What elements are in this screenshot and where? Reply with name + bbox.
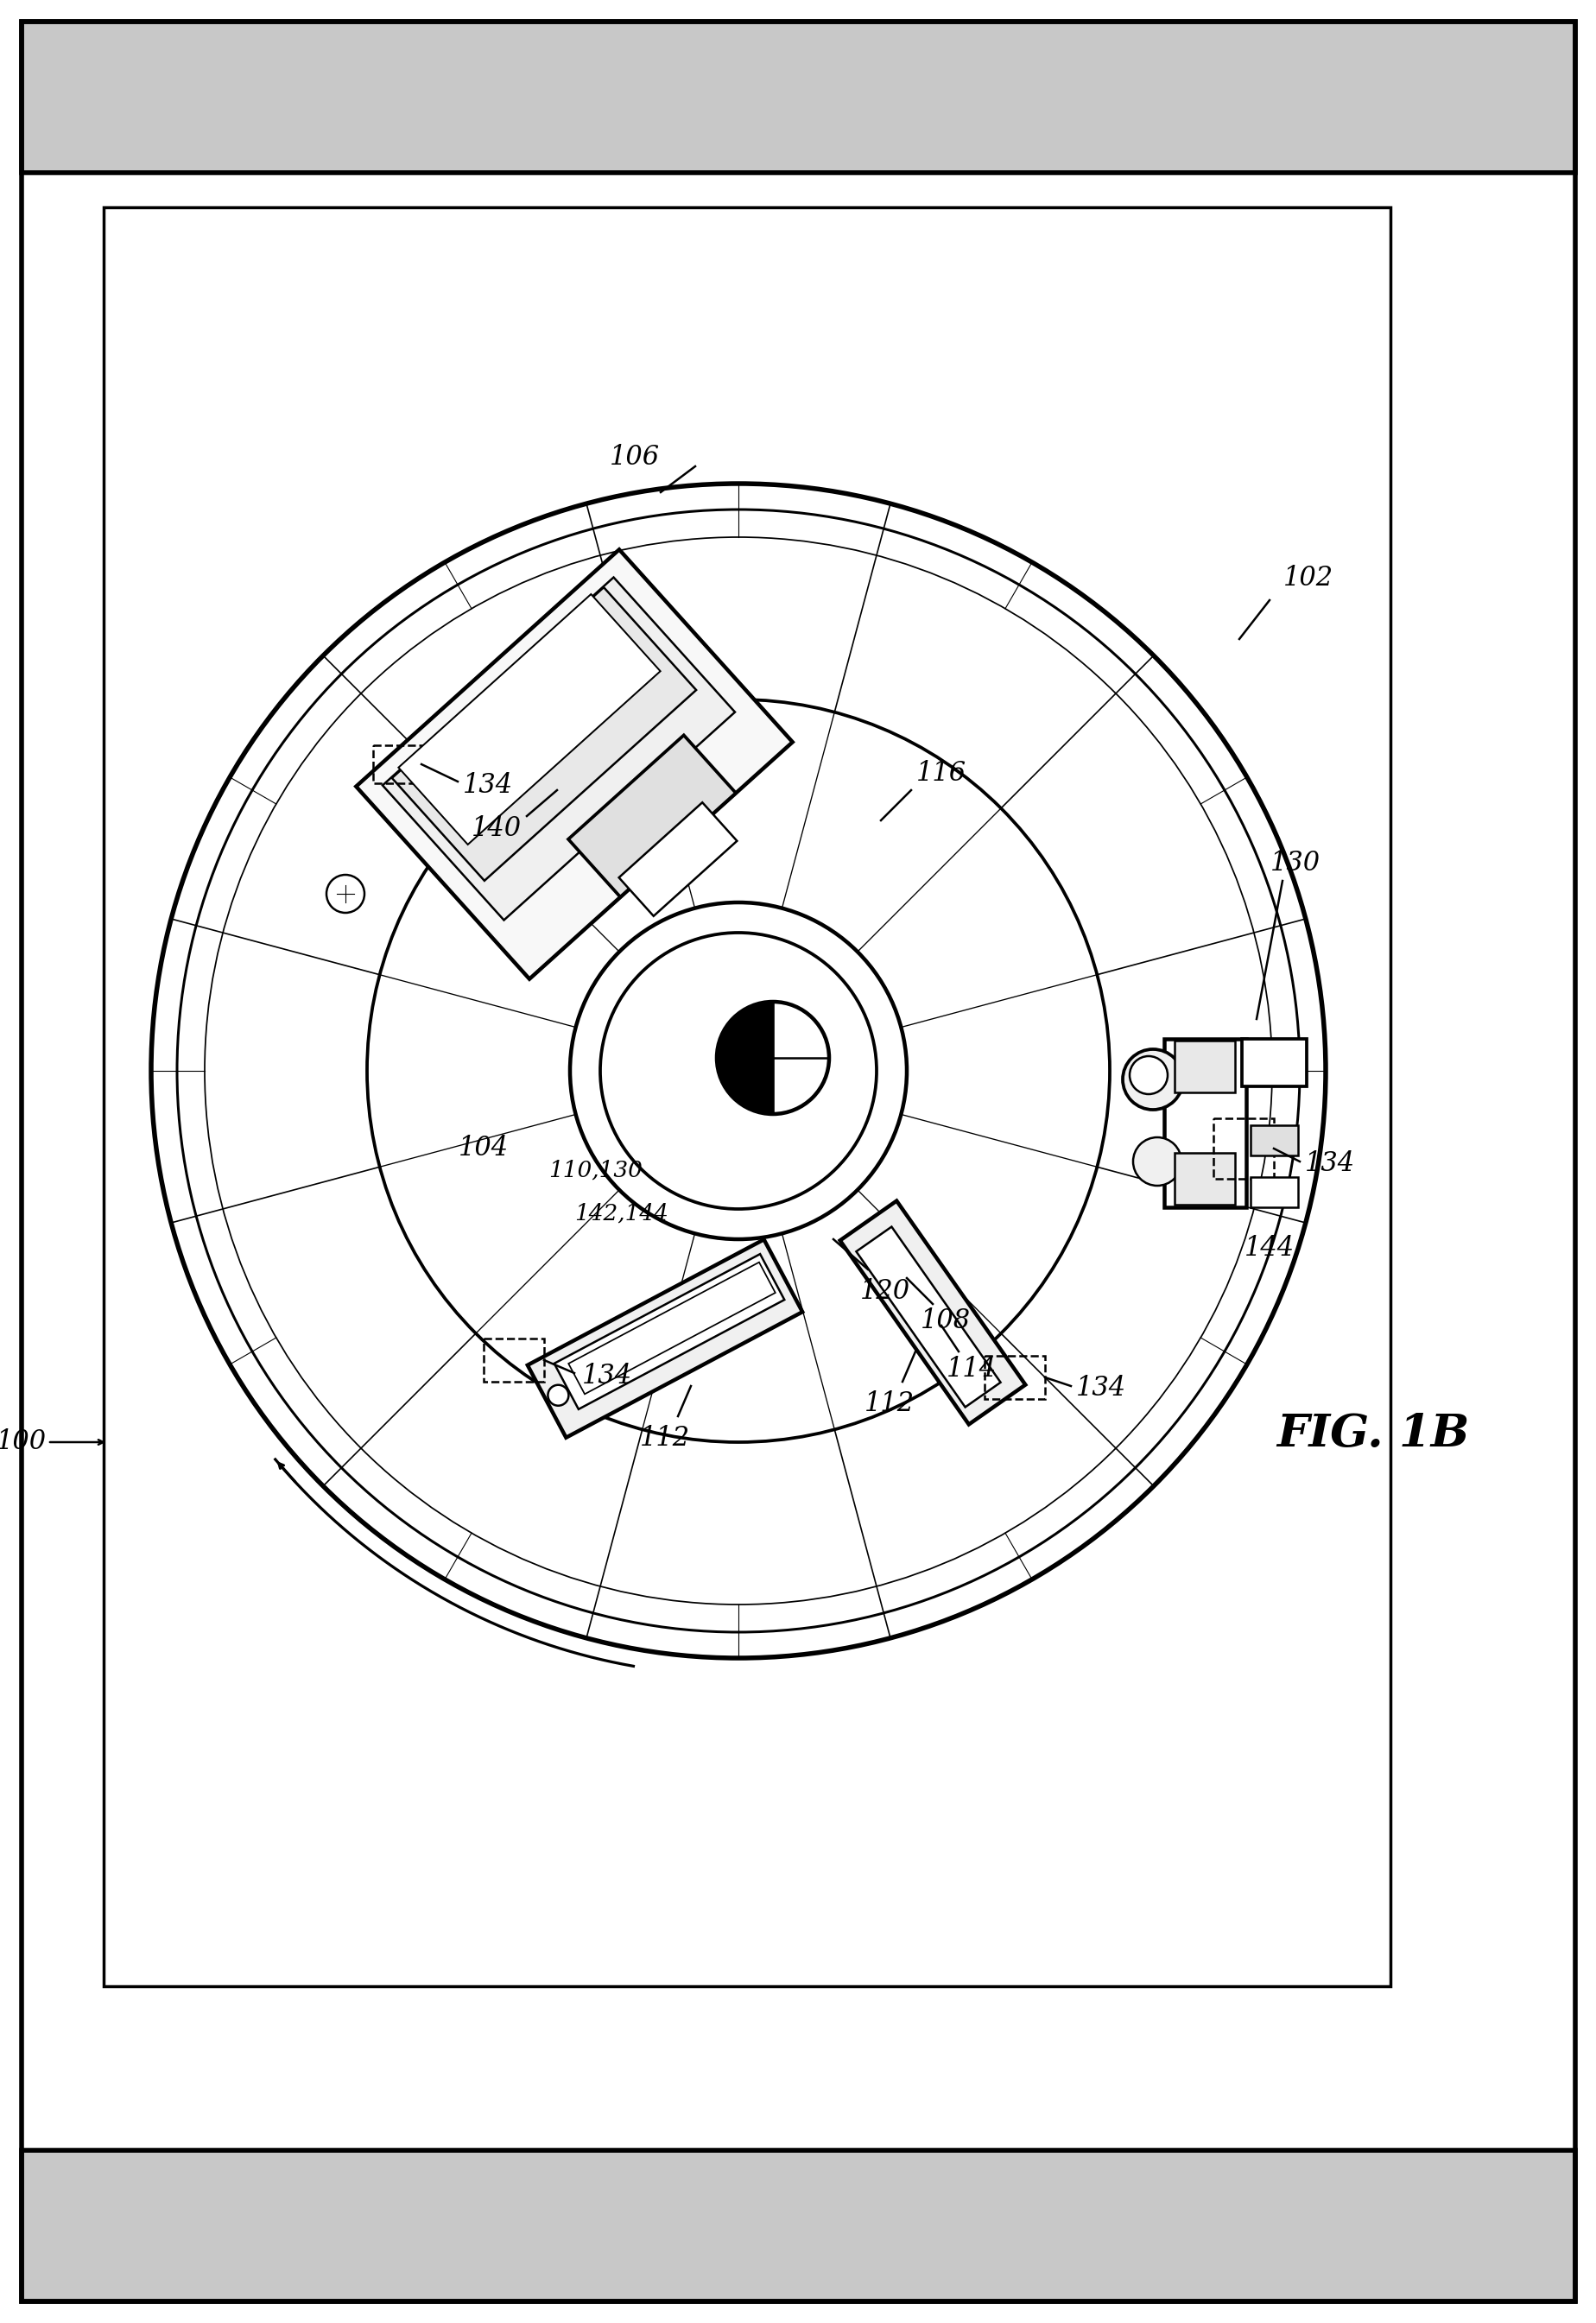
Polygon shape bbox=[1240, 1038, 1306, 1085]
Circle shape bbox=[1133, 1138, 1181, 1185]
Circle shape bbox=[570, 901, 907, 1238]
Bar bbox=[22, 21, 1574, 172]
Circle shape bbox=[600, 932, 876, 1208]
Polygon shape bbox=[1163, 1038, 1245, 1208]
Text: 134: 134 bbox=[581, 1361, 632, 1389]
Text: 106: 106 bbox=[610, 444, 659, 472]
Text: 112: 112 bbox=[640, 1424, 689, 1452]
Polygon shape bbox=[855, 1227, 1001, 1408]
Polygon shape bbox=[391, 588, 696, 880]
Text: 134: 134 bbox=[463, 774, 512, 799]
Circle shape bbox=[717, 1001, 828, 1115]
Text: 142,144: 142,144 bbox=[575, 1203, 669, 1224]
Text: 110,130: 110,130 bbox=[549, 1159, 643, 1180]
Circle shape bbox=[1128, 1057, 1167, 1094]
Wedge shape bbox=[717, 1001, 772, 1115]
Polygon shape bbox=[1175, 1041, 1234, 1092]
Polygon shape bbox=[527, 1240, 803, 1438]
Text: 144: 144 bbox=[1243, 1234, 1294, 1261]
Polygon shape bbox=[356, 551, 792, 978]
Text: 140: 140 bbox=[471, 815, 522, 843]
Bar bbox=[373, 746, 421, 783]
Polygon shape bbox=[568, 734, 736, 897]
Bar bbox=[22, 21, 1574, 172]
Text: 112: 112 bbox=[863, 1389, 915, 1417]
Text: 114: 114 bbox=[946, 1354, 996, 1382]
Text: 120: 120 bbox=[860, 1278, 910, 1306]
Bar bbox=[484, 1338, 544, 1382]
Polygon shape bbox=[383, 578, 734, 920]
Bar bbox=[22, 2151, 1574, 2302]
Text: 100: 100 bbox=[0, 1429, 46, 1457]
Text: 130: 130 bbox=[1270, 850, 1320, 878]
Polygon shape bbox=[619, 801, 737, 915]
Text: 108: 108 bbox=[919, 1308, 970, 1336]
Text: FIG. 1B: FIG. 1B bbox=[1277, 1412, 1468, 1457]
Bar bbox=[1213, 1117, 1274, 1178]
Polygon shape bbox=[1250, 1178, 1298, 1208]
Text: 134: 134 bbox=[1076, 1375, 1125, 1401]
Bar bbox=[104, 207, 1390, 1986]
Text: 102: 102 bbox=[1283, 564, 1333, 592]
Polygon shape bbox=[399, 595, 661, 846]
Bar bbox=[22, 2151, 1574, 2302]
Polygon shape bbox=[568, 1261, 776, 1394]
Polygon shape bbox=[1250, 1124, 1298, 1155]
Polygon shape bbox=[554, 1254, 784, 1410]
Text: 104: 104 bbox=[458, 1136, 509, 1162]
Polygon shape bbox=[839, 1201, 1025, 1424]
Polygon shape bbox=[1175, 1152, 1234, 1206]
Bar bbox=[985, 1357, 1044, 1398]
Circle shape bbox=[1122, 1050, 1183, 1110]
Circle shape bbox=[547, 1385, 568, 1405]
Text: 116: 116 bbox=[916, 760, 966, 785]
Text: 134: 134 bbox=[1304, 1150, 1355, 1178]
